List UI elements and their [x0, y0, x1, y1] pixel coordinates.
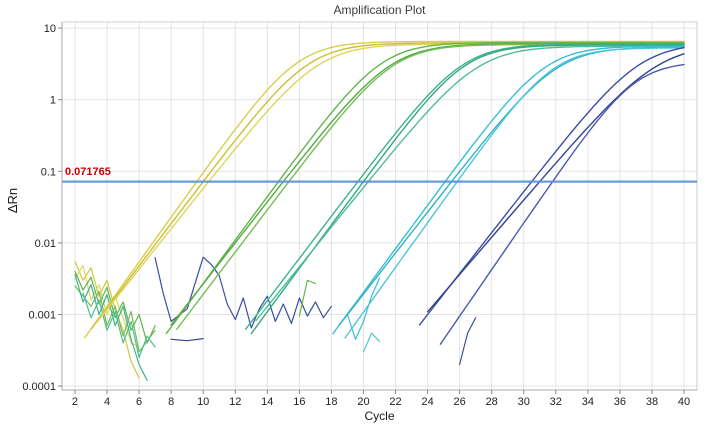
x-tick-label: 12: [229, 396, 241, 408]
x-tick-label: 18: [325, 396, 337, 408]
amplification-curve: [255, 45, 685, 322]
noise-trace: [82, 292, 156, 359]
y-tick-label: 0.1: [41, 166, 56, 178]
amplification-curve: [344, 47, 685, 339]
x-tick-label: 30: [518, 396, 530, 408]
noise-trace: [362, 332, 381, 353]
amplification-curve: [332, 45, 685, 335]
amplification-curve: [426, 53, 685, 313]
noise-trace: [74, 265, 140, 348]
x-tick-label: 38: [646, 396, 658, 408]
noise-trace: [170, 338, 204, 342]
noise-trace: [74, 270, 156, 344]
amplification-curve: [439, 63, 685, 345]
noise-trace: [298, 279, 316, 317]
x-tick-label: 4: [104, 396, 110, 408]
x-tick-label: 24: [421, 396, 433, 408]
x-tick-label: 28: [486, 396, 498, 408]
amplification-curve: [250, 44, 685, 335]
y-tick-label: 0.01: [35, 238, 56, 250]
y-tick-label: 0.001: [28, 309, 56, 321]
chart-title: Amplification Plot: [333, 3, 426, 17]
noise-trace: [346, 277, 381, 340]
noise-trace: [74, 274, 148, 381]
x-tick-label: 32: [550, 396, 562, 408]
noise-trace: [459, 317, 477, 366]
amplification-curve: [83, 40, 685, 339]
x-tick-label: 34: [582, 396, 594, 408]
amplification-curve: [244, 43, 685, 330]
x-tick-label: 8: [168, 396, 174, 408]
x-tick-label: 6: [136, 396, 142, 408]
x-tick-label: 20: [357, 396, 369, 408]
y-tick-label: 10: [44, 23, 56, 35]
x-tick-label: 10: [197, 396, 209, 408]
plot-background: [62, 22, 697, 390]
x-tick-label: 40: [678, 396, 690, 408]
y-tick-label: 1: [50, 95, 56, 107]
noise-trace: [74, 285, 156, 353]
x-tick-label: 16: [293, 396, 305, 408]
x-axis-label: Cycle: [364, 409, 395, 423]
noise-trace: [154, 256, 332, 329]
x-tick-label: 14: [261, 396, 273, 408]
y-tick-label: 0.0001: [22, 381, 56, 393]
x-tick-label: 36: [614, 396, 626, 408]
threshold-value-label: 0.071765: [65, 165, 111, 178]
x-tick-label: 26: [454, 396, 466, 408]
amplification-curve: [165, 41, 685, 335]
x-tick-label: 22: [389, 396, 401, 408]
x-tick-label: 2: [72, 396, 78, 408]
amplification-curve: [418, 46, 685, 326]
